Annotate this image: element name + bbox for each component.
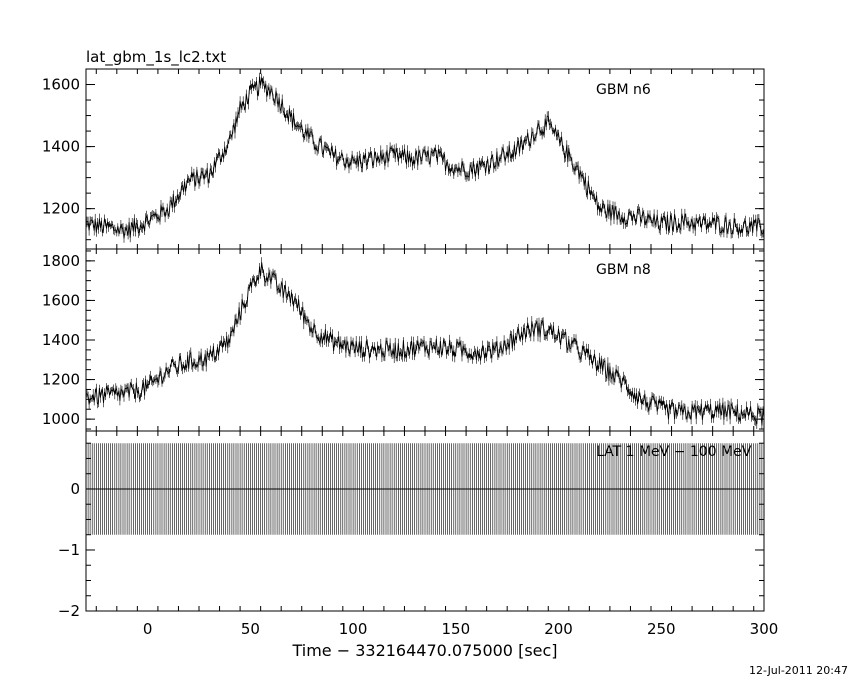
y-tick-label: 1600 bbox=[42, 76, 80, 94]
y-tick-label: 1400 bbox=[42, 138, 80, 156]
panel-gbm-n6: 1200 1400 1600 GBM n6 bbox=[42, 68, 765, 250]
x-tick-label: 50 bbox=[241, 620, 260, 638]
x-tick-label: 150 bbox=[441, 620, 470, 638]
x-tick-label: 0 bbox=[143, 620, 153, 638]
x-axis-tick-labels: 0 50 100 150 200 250 300 bbox=[143, 620, 778, 638]
panel-gbm-n8: 1000 1200 1400 1600 1800 GBM n8 bbox=[42, 248, 765, 432]
y-tick-label: 1200 bbox=[42, 200, 80, 218]
x-tick-label: 250 bbox=[647, 620, 676, 638]
series-line bbox=[85, 262, 765, 426]
chart-title: lat_gbm_1s_lc2.txt bbox=[86, 48, 226, 67]
series-error-bars bbox=[85, 72, 765, 243]
panel-label: LAT 1 MeV − 100 MeV bbox=[596, 444, 752, 460]
y-tick-label: 1800 bbox=[42, 252, 80, 270]
series-line bbox=[85, 76, 765, 239]
panel-label: GBM n6 bbox=[596, 82, 651, 98]
x-tick-label: 200 bbox=[544, 620, 573, 638]
timestamp: 12-Jul-2011 20:47 bbox=[749, 664, 848, 677]
y-tick-label: −2 bbox=[58, 602, 80, 620]
x-axis-label: Time − 332164470.075000 [sec] bbox=[291, 641, 557, 660]
x-tick-label: 300 bbox=[750, 620, 779, 638]
y-tick-label: 1200 bbox=[42, 371, 80, 389]
panel-label: GBM n8 bbox=[596, 262, 651, 278]
y-tick-label: 1600 bbox=[42, 291, 80, 309]
y-tick-label: 0 bbox=[70, 480, 80, 498]
y-tick-label: −1 bbox=[58, 541, 80, 559]
y-tick-label: 1000 bbox=[42, 410, 80, 428]
panel-lat: −2 −1 0 LAT 1 MeV − 100 MeV bbox=[58, 430, 765, 620]
x-tick-label: 100 bbox=[339, 620, 368, 638]
y-tick-label: 1400 bbox=[42, 331, 80, 349]
